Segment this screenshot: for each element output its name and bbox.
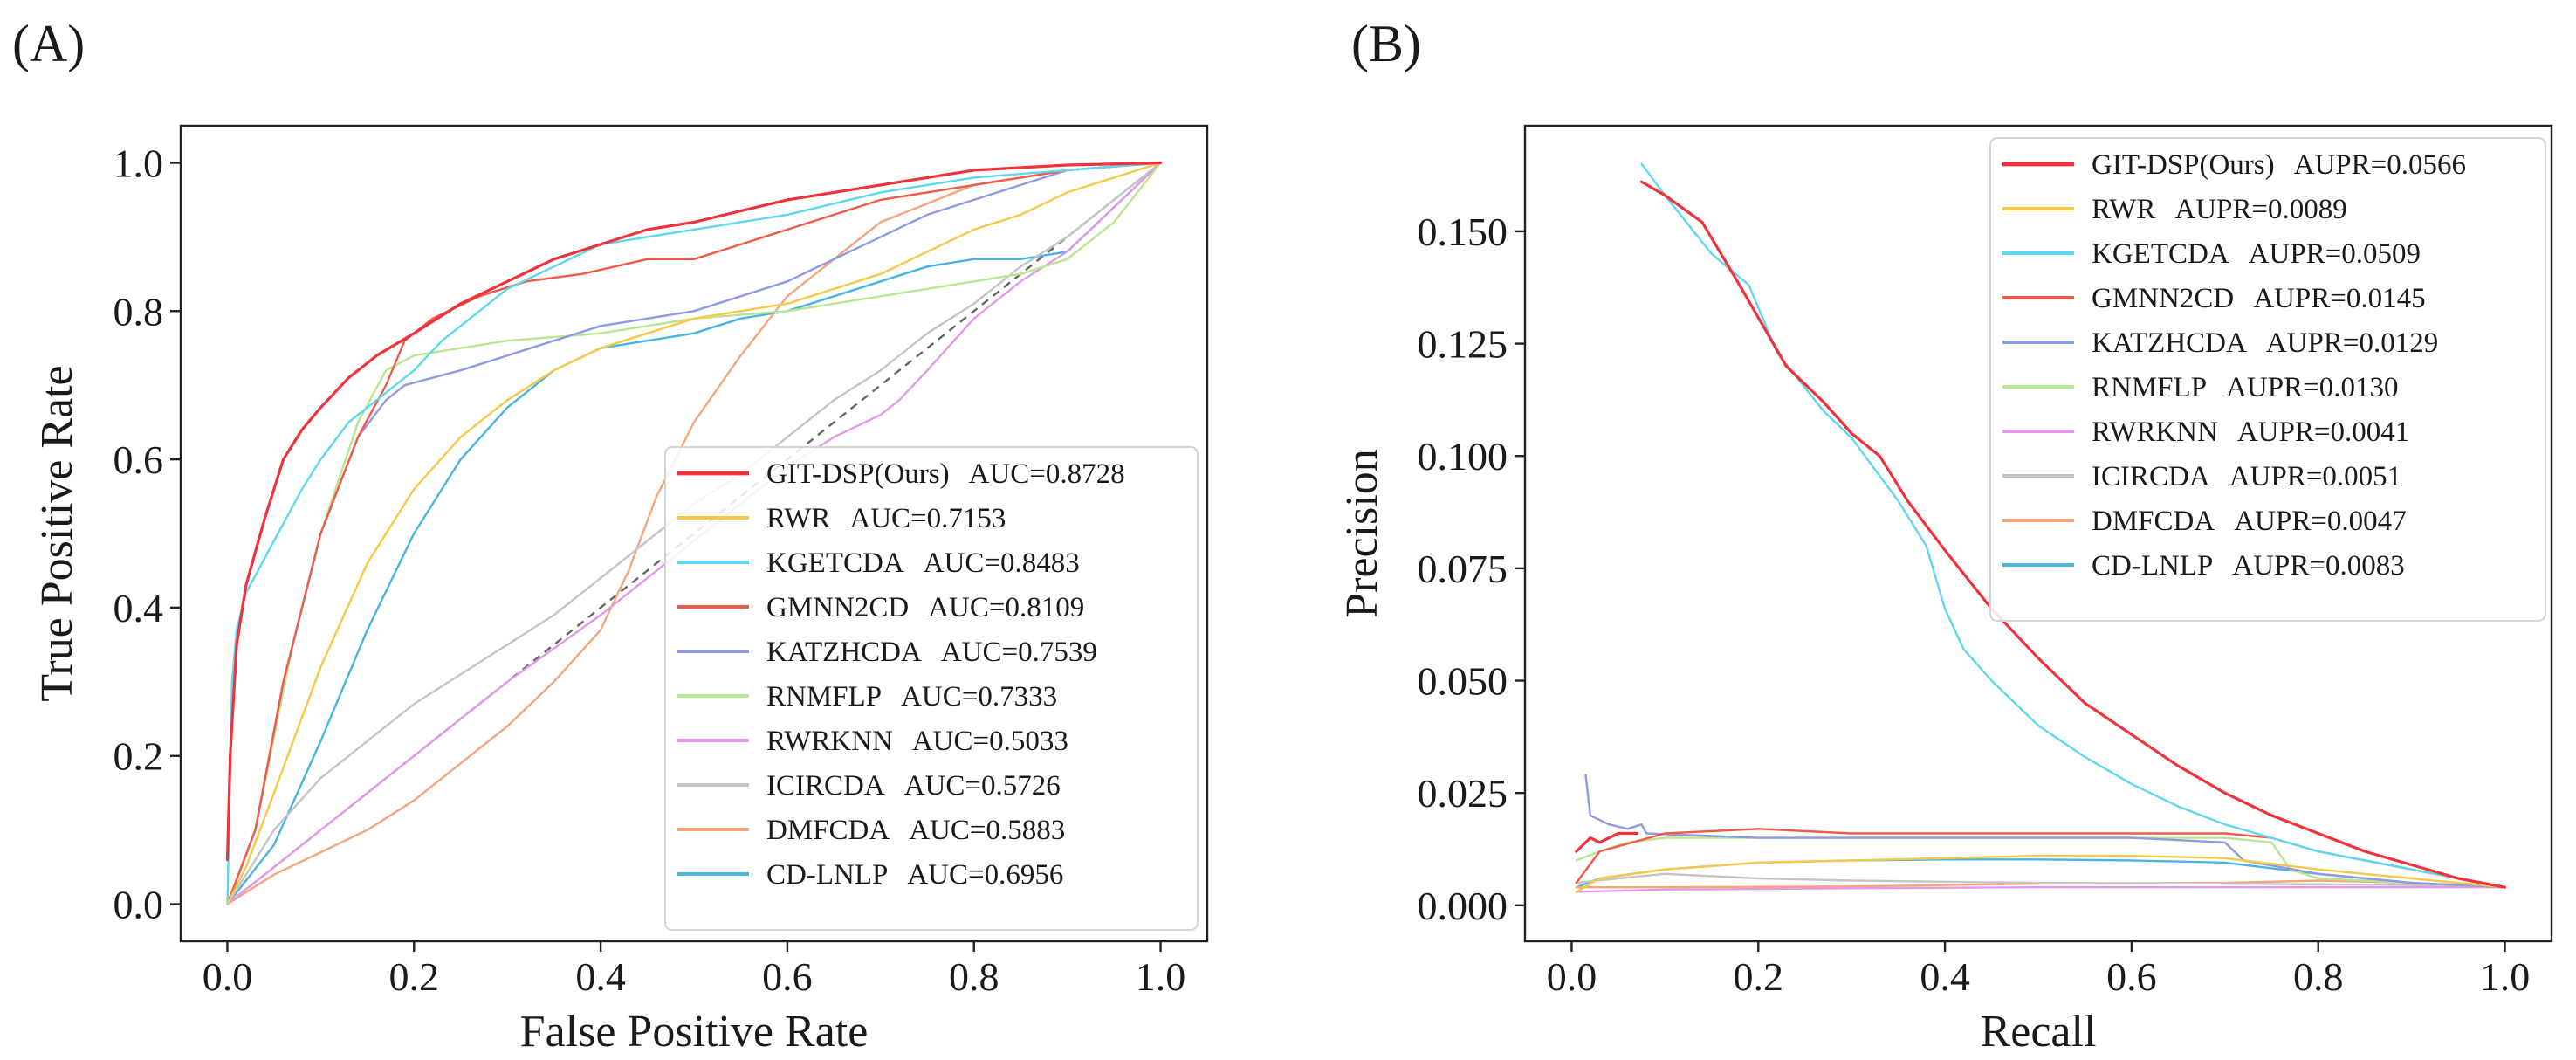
x-tick-label: 0.0	[1547, 954, 1597, 999]
legend-box	[1989, 137, 2546, 622]
legend-metric: AUC=0.5883	[909, 815, 1065, 846]
legend-entry: GIT-DSP(Ours)	[766, 458, 950, 490]
y-tick-label: 0.150	[1418, 210, 1508, 254]
series-line-rwr	[226, 162, 1162, 905]
y-tick-label: 0.2	[113, 734, 164, 779]
roc-chart: 0.0 0.2 0.4 0.6 0.8 1.0 0.0 0.2 0.4 0.6 0.8 1.0 Fals…	[32, 124, 1209, 1057]
legend-entry: GMNN2CD	[766, 592, 909, 623]
y-tick-label: 0.8	[113, 289, 164, 334]
series-line-rnmflp	[1575, 836, 2506, 889]
legend: GIT-DSP(Ours) AUC=0.8728 RWR AUC=0.7153 KGET…	[664, 446, 1199, 931]
x-tick-label: 1.0	[2480, 954, 2531, 999]
series-line-gmnn2cd	[226, 162, 1162, 905]
series-line-icircda	[1575, 872, 2506, 889]
legend-entry: GIT-DSP(Ours)	[2092, 149, 2275, 181]
legend-metric: AUC=0.7153	[849, 503, 1006, 534]
legend-entry: RWR	[2092, 194, 2155, 225]
legend-entry: RWRKNN	[766, 726, 893, 757]
series-line-git-dsp-ours-	[1575, 831, 1638, 853]
legend-metric: AUPR=0.0509	[2249, 238, 2421, 270]
legend-entry: DMFCDA	[2092, 506, 2215, 537]
y-tick-label: 0.4	[113, 586, 164, 630]
legend-metric: AUPR=0.0130	[2226, 372, 2398, 403]
legend-metric: AUC=0.6956	[907, 859, 1063, 891]
series-lines	[1575, 162, 2507, 893]
legend-metric: AUPR=0.0089	[2174, 194, 2346, 225]
pr-chart: 0.0 0.2 0.4 0.6 0.8 1.0 0.000 0.025 0.050 0.075 0.…	[1337, 124, 2553, 1057]
legend-entry: CD-LNLP	[2092, 550, 2213, 582]
legend-entry: RNMFLP	[2092, 372, 2207, 403]
legend-metric: AUC=0.7539	[941, 637, 1097, 668]
x-tick-label: 0.0	[203, 954, 253, 999]
panel-label-b: (B)	[1351, 15, 1421, 72]
legend-metric: AUPR=0.0566	[2294, 149, 2466, 181]
legend-entry: KGETCDA	[2092, 238, 2229, 270]
x-tick-label: 0.6	[762, 954, 813, 999]
series-line-kgetcda	[226, 162, 1162, 905]
legend-metric: AUPR=0.0041	[2237, 416, 2409, 448]
x-tick-label: 0.8	[949, 954, 999, 999]
x-axis-label: Recall	[1981, 1007, 2097, 1057]
y-tick-label: 0.125	[1418, 322, 1508, 367]
legend-metric: AUC=0.7333	[901, 681, 1057, 712]
y-tick-label: 1.0	[113, 141, 164, 185]
y-axis-label: Precision	[1337, 449, 1387, 618]
x-tick-label: 0.2	[389, 954, 440, 999]
legend-entry: DMFCDA	[766, 815, 890, 846]
panel-label-a: (A)	[12, 15, 85, 72]
y-axis-label: True Positive Rate	[32, 365, 82, 701]
series-line-rwr	[1575, 855, 2506, 893]
x-tick-label: 0.8	[2293, 954, 2344, 999]
series-line-kgetcda	[1640, 162, 2506, 889]
x-tick-label: 0.2	[1734, 954, 1784, 999]
y-tick-label: 0.000	[1418, 884, 1508, 928]
y-tick-label: 0.025	[1418, 771, 1508, 816]
legend-metric: AUC=0.5726	[904, 770, 1061, 802]
legend-metric: AUC=0.5033	[912, 726, 1068, 757]
legend-entry: KATZHCDA	[766, 637, 922, 668]
x-axis-label: False Positive Rate	[520, 1007, 869, 1057]
series-line-git-dsp-ours-	[225, 161, 1163, 862]
legend-metric: AUC=0.8728	[969, 458, 1125, 490]
legend-metric: AUPR=0.0129	[2266, 327, 2438, 359]
legend-metric: AUPR=0.0083	[2232, 550, 2404, 582]
y-tick-label: 0.0	[113, 883, 164, 927]
legend-metric: AUC=0.8109	[928, 592, 1084, 623]
x-tick-label: 0.4	[1920, 954, 1970, 999]
legend: GIT-DSP(Ours) AUPR=0.0566 RWR AUPR=0.0089 KG…	[1989, 137, 2546, 622]
legend-metric: AUPR=0.0051	[2229, 461, 2401, 492]
legend-entry: CD-LNLP	[766, 859, 888, 891]
axes-frame	[179, 124, 1209, 943]
legend-entry: ICIRCDA	[766, 770, 885, 802]
legend-entry: KGETCDA	[766, 547, 904, 579]
y-tick-label: 0.050	[1418, 659, 1508, 704]
legend-metric: AUPR=0.0145	[2253, 283, 2425, 314]
y-tick-label: 0.100	[1418, 434, 1508, 478]
legend-entry: RWRKNN	[2092, 416, 2218, 448]
series-lines	[225, 161, 1163, 905]
axes-frame	[1523, 124, 2553, 943]
series-line-dmfcda	[226, 162, 1162, 905]
legend-metric: AUPR=0.0047	[2234, 506, 2406, 537]
legend-entry: GMNN2CD	[2092, 283, 2234, 314]
x-tick-label: 1.0	[1136, 954, 1186, 999]
legend-entry: RWR	[766, 503, 830, 534]
legend-metric: AUC=0.8483	[924, 547, 1080, 579]
legend-box	[664, 446, 1199, 931]
legend-entry: ICIRCDA	[2092, 461, 2210, 492]
legend-entry: RNMFLP	[766, 681, 882, 712]
series-line-cd-lnlp	[226, 162, 1162, 905]
series-line-rwrknn	[1575, 886, 2506, 893]
x-tick-label: 0.4	[575, 954, 626, 999]
y-tick-label: 0.075	[1418, 547, 1508, 591]
series-line-git-dsp-ours-	[1640, 180, 2507, 889]
y-tick-label: 0.6	[113, 437, 164, 482]
series-line-katzhcda	[1584, 774, 2506, 889]
x-tick-label: 0.6	[2106, 954, 2157, 999]
legend-entry: KATZHCDA	[2092, 327, 2247, 359]
